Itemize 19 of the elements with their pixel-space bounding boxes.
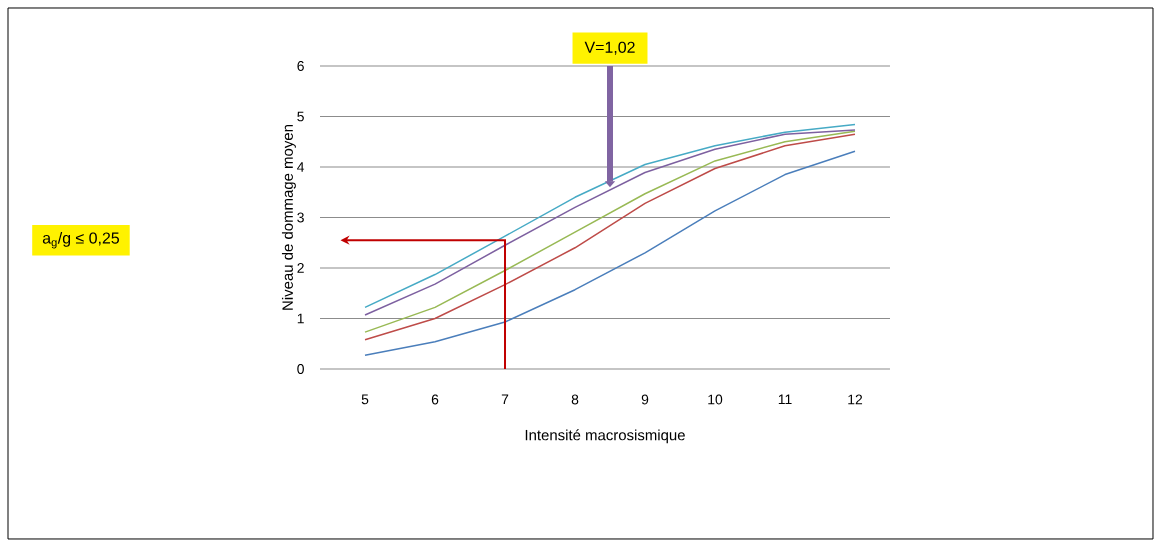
x-tick-label: 5	[361, 394, 369, 405]
x-tick-label: 12	[848, 394, 863, 405]
x-tick-label: 11	[778, 394, 792, 405]
y-tick-label: 3	[297, 212, 304, 223]
x-axis-title: Intensité macrosismique	[525, 429, 685, 444]
x-tick-label: 8	[571, 394, 579, 405]
x-tick-label: 7	[501, 394, 509, 405]
y-tick-label: 4	[297, 162, 305, 172]
text: a$_{g}$/g ≤ 0,25	[42, 231, 120, 249]
y-tick-label: 6	[297, 61, 304, 71]
y-tick-label: 2	[297, 263, 304, 273]
annotation: V=1,02	[584, 41, 635, 55]
x-tick-label: 10	[708, 394, 723, 405]
x-tick-label: 6	[431, 394, 439, 405]
x-tick-label: 9	[641, 394, 649, 405]
y-tick-label: 5	[297, 111, 304, 122]
y-tick-label: 1	[297, 313, 304, 324]
y-axis-title: Niveau de dommage moyen	[281, 125, 296, 310]
y-tick-label: 0	[297, 364, 304, 374]
